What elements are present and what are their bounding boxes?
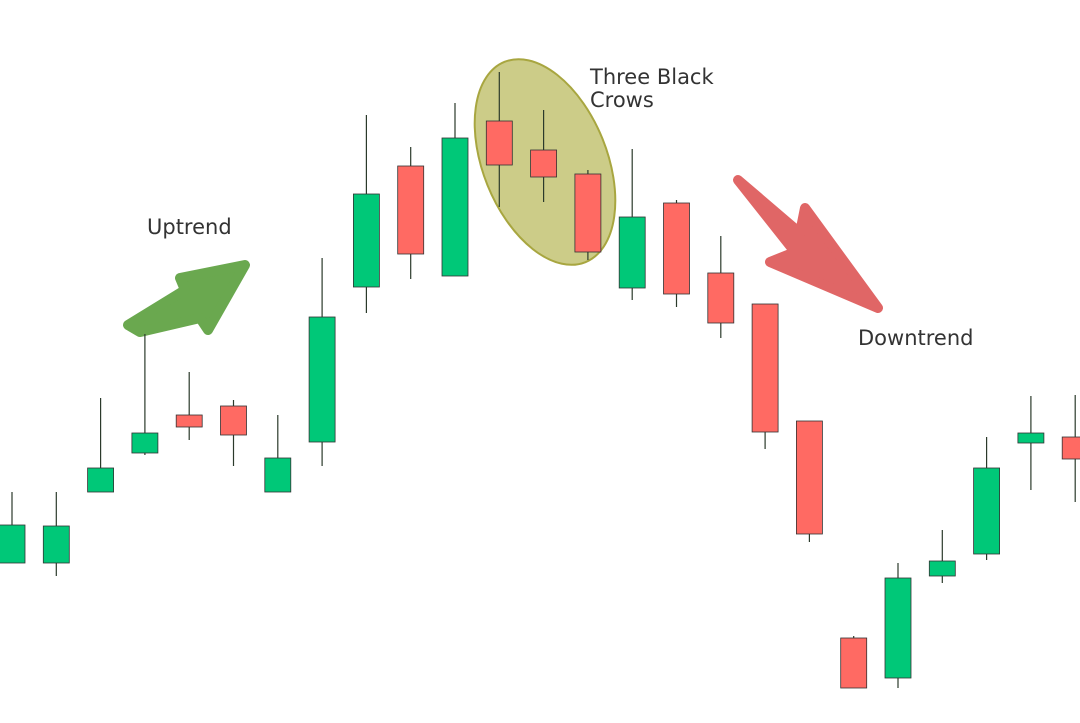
candle-body <box>87 467 114 493</box>
candle-body <box>485 120 513 166</box>
candle-body <box>441 137 469 277</box>
annotation: Uptrend <box>147 215 232 239</box>
candle-body <box>840 637 868 689</box>
candle-body <box>574 173 602 253</box>
candle-body <box>175 414 203 428</box>
candle-body <box>1017 432 1045 444</box>
candle-body <box>131 432 159 454</box>
candle-body <box>397 165 425 255</box>
candle-body <box>1061 436 1080 460</box>
candle-body <box>707 272 735 324</box>
candle-body <box>352 193 380 288</box>
candle-body <box>264 457 292 493</box>
annotation: Downtrend <box>858 326 974 350</box>
candle-body <box>751 303 779 433</box>
candle-body <box>884 577 912 679</box>
candle-body <box>928 560 956 577</box>
candle-body <box>42 525 70 564</box>
candle-body <box>530 149 557 178</box>
candle-body <box>308 316 336 443</box>
candle-body <box>663 202 690 295</box>
candles <box>0 72 1080 689</box>
uptrend-arrow <box>123 260 250 337</box>
candle-body <box>0 524 26 564</box>
candle-body <box>973 467 1000 555</box>
downtrend-arrow <box>733 175 883 313</box>
candle-body <box>796 420 823 535</box>
candle-body <box>618 216 646 289</box>
annotation: Three Black Crows <box>590 65 714 112</box>
candle-body <box>220 405 247 436</box>
